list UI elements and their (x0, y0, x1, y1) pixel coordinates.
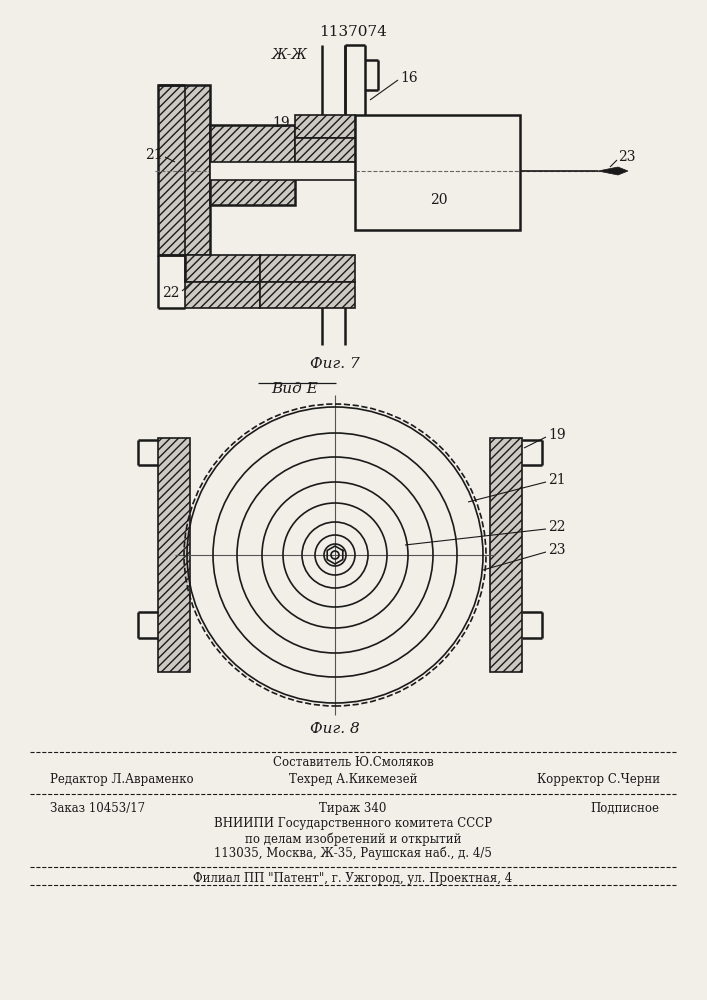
Text: 21: 21 (146, 148, 163, 162)
Text: 22: 22 (548, 520, 566, 534)
Bar (158, 85, 210, 255)
Text: 23: 23 (618, 150, 636, 164)
Text: Редактор Л.Авраменко: Редактор Л.Авраменко (50, 773, 194, 786)
Bar (295, 138, 355, 162)
Text: Тираж 340: Тираж 340 (320, 802, 387, 815)
Text: 21: 21 (548, 473, 566, 487)
Bar (355, 115, 520, 230)
Polygon shape (598, 167, 628, 175)
Bar (490, 438, 522, 672)
Text: Составитель Ю.Смоляков: Составитель Ю.Смоляков (273, 756, 433, 769)
Text: Корректор С.Черни: Корректор С.Черни (537, 773, 660, 786)
Text: Филиал ПП "Патент", г. Ужгород, ул. Проектная, 4: Филиал ПП "Патент", г. Ужгород, ул. Прое… (194, 872, 513, 885)
Text: Техред А.Кикемезей: Техред А.Кикемезей (288, 773, 417, 786)
Text: 22: 22 (163, 286, 180, 300)
Text: по делам изобретений и открытий: по делам изобретений и открытий (245, 832, 461, 846)
Text: 1137074: 1137074 (319, 25, 387, 39)
Text: 19: 19 (548, 428, 566, 442)
Text: 19: 19 (272, 116, 290, 130)
Bar (260, 255, 355, 282)
Text: Фиг. 7: Фиг. 7 (310, 357, 360, 371)
Bar (210, 125, 295, 205)
Text: 23: 23 (548, 543, 566, 557)
Text: ВНИИПИ Государственного комитета СССР: ВНИИПИ Государственного комитета СССР (214, 817, 492, 830)
Text: Подписное: Подписное (590, 802, 659, 815)
Text: Фиг. 8: Фиг. 8 (310, 722, 360, 736)
Bar (260, 282, 355, 308)
Bar (185, 282, 260, 308)
Text: 16: 16 (400, 71, 418, 85)
Text: 20: 20 (430, 193, 448, 207)
Bar (185, 255, 260, 282)
Bar (158, 438, 190, 672)
Bar (295, 115, 355, 138)
Bar (210, 162, 355, 180)
Text: Ж-Ж: Ж-Ж (272, 48, 308, 62)
Text: Вид Е: Вид Е (271, 382, 318, 396)
Text: Заказ 10453/17: Заказ 10453/17 (50, 802, 145, 815)
Text: 113035, Москва, Ж-35, Раушская наб., д. 4/5: 113035, Москва, Ж-35, Раушская наб., д. … (214, 847, 492, 860)
